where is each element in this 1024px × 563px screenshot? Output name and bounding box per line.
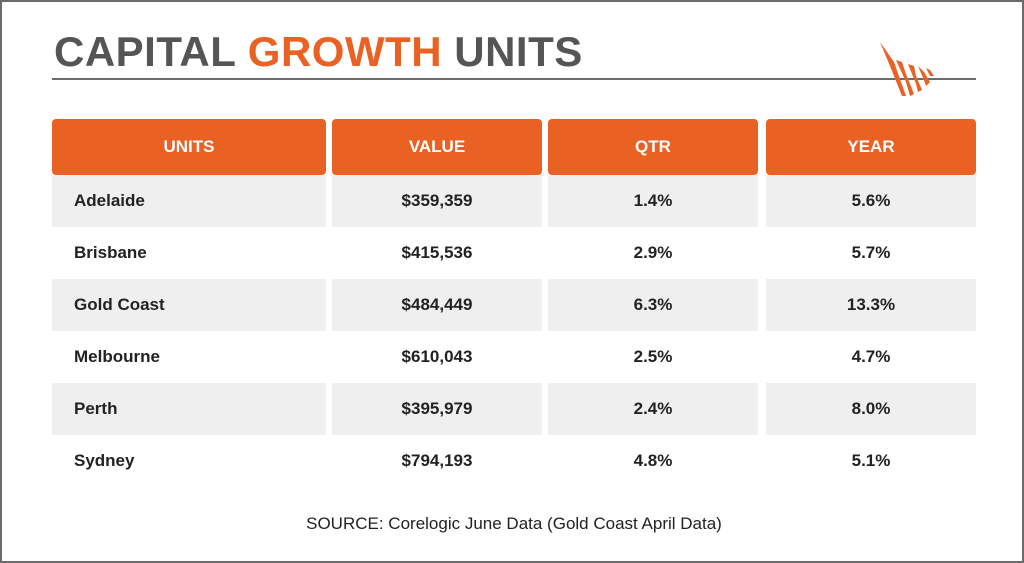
header-value: VALUE (332, 119, 542, 175)
city-cell: Adelaide (52, 175, 326, 227)
value-cell: $610,043 (401, 347, 473, 366)
page-title: CAPITAL GROWTH UNITS (54, 28, 583, 76)
value-cell: $484,449 (332, 279, 542, 331)
city-cell: Gold Coast (52, 279, 326, 331)
table-row: Melbourne $610,043 2.5% 4.7% (52, 331, 976, 383)
value-cell: $395,979 (332, 383, 542, 435)
table-row: Brisbane $415,536 2.9% 5.7% (52, 227, 976, 279)
title-part-units: UNITS (454, 28, 583, 75)
year-cell: 5.6% (766, 175, 976, 227)
qtr-cell: 2.4% (548, 383, 758, 435)
city-cell: Brisbane (74, 243, 147, 262)
qtr-cell: 1.4% (548, 175, 758, 227)
table-row: Gold Coast $484,449 6.3% 13.3% (52, 279, 976, 331)
value-cell: $794,193 (401, 451, 473, 470)
orange-stripes-logo-icon (880, 42, 934, 96)
header-units: UNITS (52, 119, 326, 175)
value-cell: $359,359 (332, 175, 542, 227)
qtr-cell: 2.5% (633, 347, 673, 366)
source-note: SOURCE: Corelogic June Data (Gold Coast … (306, 514, 722, 533)
year-cell: 4.7% (851, 347, 891, 366)
table-row: Perth $395,979 2.4% 8.0% (52, 383, 976, 435)
city-cell: Melbourne (74, 347, 160, 366)
table-row: Sydney $794,193 4.8% 5.1% (52, 435, 976, 487)
year-cell: 5.7% (851, 243, 891, 262)
capital-growth-table: UNITS VALUE QTR YEAR Adelaide $359,359 1… (52, 119, 976, 487)
city-cell: Perth (52, 383, 326, 435)
value-cell: $415,536 (401, 243, 473, 262)
title-part-growth: GROWTH (247, 28, 443, 75)
qtr-cell: 2.9% (633, 243, 673, 262)
title-part-capital: CAPITAL (54, 28, 236, 75)
city-cell: Sydney (74, 451, 135, 470)
title-divider (52, 78, 976, 80)
header-year: YEAR (766, 119, 976, 175)
qtr-cell: 6.3% (548, 279, 758, 331)
year-cell: 5.1% (851, 451, 891, 470)
table-row: Adelaide $359,359 1.4% 5.6% (52, 175, 976, 227)
year-cell: 13.3% (766, 279, 976, 331)
header-qtr: QTR (548, 119, 758, 175)
qtr-cell: 4.8% (633, 451, 673, 470)
table-header-row: UNITS VALUE QTR YEAR (52, 119, 976, 175)
year-cell: 8.0% (766, 383, 976, 435)
